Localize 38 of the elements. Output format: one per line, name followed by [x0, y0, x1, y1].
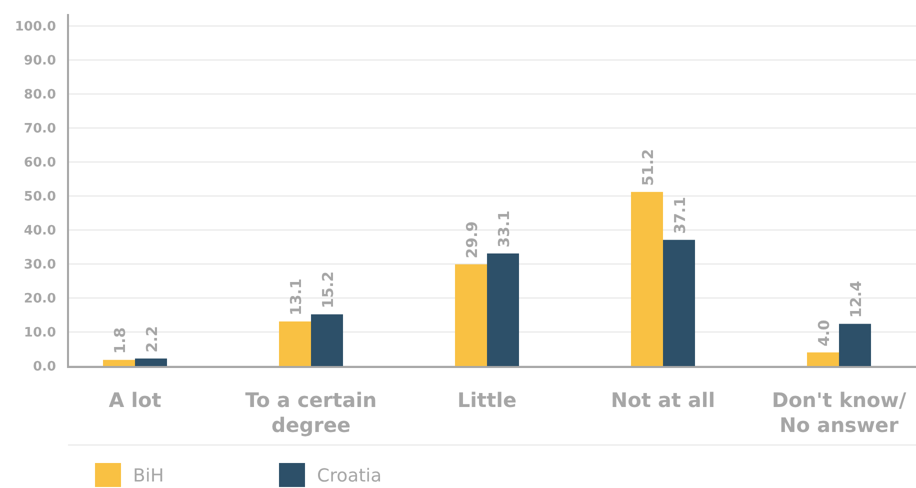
data-label: 1.8 — [111, 327, 129, 354]
bar — [279, 321, 311, 366]
y-tick-label: 80.0 — [24, 88, 56, 103]
bar — [663, 240, 695, 366]
x-tick-label: A lot — [108, 388, 162, 412]
bar — [487, 253, 519, 366]
y-tick-label: 50.0 — [24, 190, 56, 205]
y-tick-label: 0.0 — [32, 360, 56, 375]
data-label: 12.4 — [847, 280, 865, 318]
y-tick-label: 20.0 — [24, 292, 56, 307]
x-tick-label: Little — [457, 388, 517, 412]
y-tick-label: 30.0 — [24, 258, 56, 273]
y-tick-label: 10.0 — [24, 326, 56, 341]
data-label: 15.2 — [319, 271, 337, 308]
data-label: 4.0 — [815, 320, 833, 346]
data-label: 33.1 — [495, 210, 513, 248]
bar — [311, 314, 343, 366]
data-label: 37.1 — [671, 196, 689, 234]
bar — [455, 264, 487, 366]
bar — [631, 192, 663, 366]
x-tick-label: Not at all — [610, 388, 716, 412]
x-tick-label: To a certain degree — [245, 388, 377, 437]
y-tick-label: 60.0 — [24, 156, 56, 171]
y-tick-label: 40.0 — [24, 224, 56, 239]
y-tick-label: 90.0 — [24, 54, 56, 69]
y-tick-label: 100.0 — [14, 20, 56, 35]
data-label: 29.9 — [463, 221, 481, 258]
legend-label: BiH — [133, 465, 164, 486]
data-label: 13.1 — [287, 278, 305, 316]
y-tick-label: 70.0 — [24, 122, 56, 137]
bar — [103, 360, 135, 366]
legend-label: Croatia — [317, 465, 382, 486]
bar — [135, 358, 167, 366]
data-label: 2.2 — [143, 326, 161, 353]
bar — [807, 352, 839, 366]
bar — [839, 324, 871, 366]
data-label: 51.2 — [639, 148, 657, 186]
x-tick-label: Don't know/ No answer — [772, 388, 907, 437]
